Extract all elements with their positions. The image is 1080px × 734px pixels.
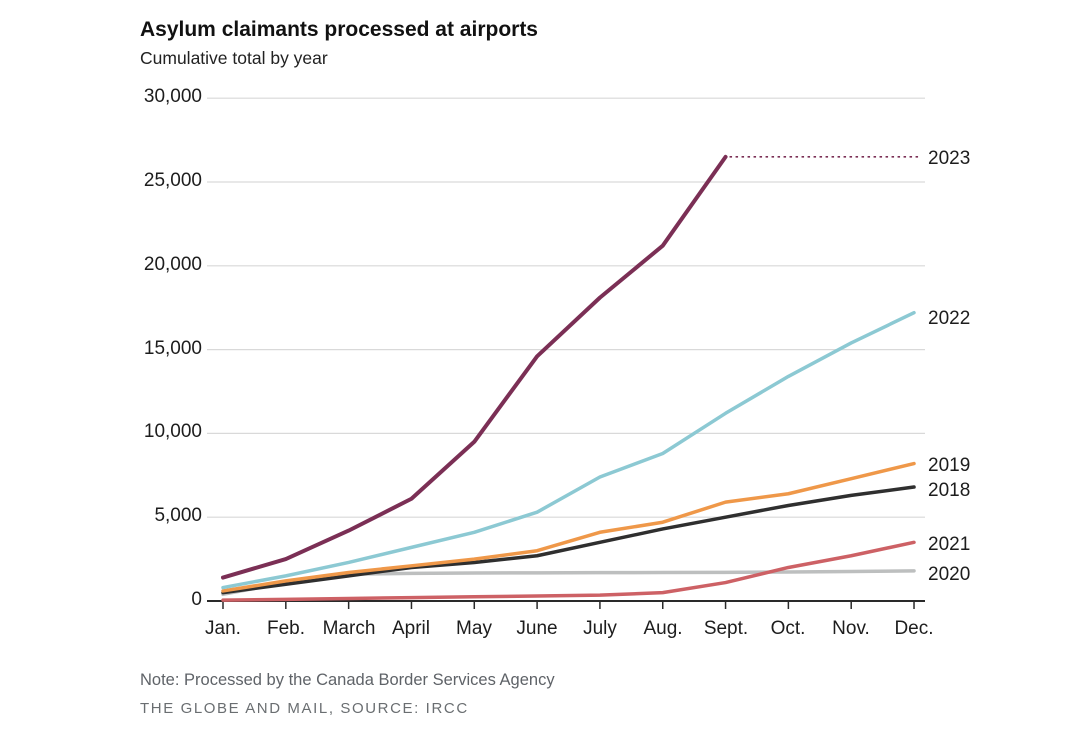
series-label-2021: 2021 (928, 534, 971, 555)
x-axis-tick: May (456, 618, 492, 639)
chart-credit: THE GLOBE AND MAIL, SOURCE: IRCC (140, 700, 469, 717)
line-series-2019 (221, 461, 916, 593)
series-label-2023: 2023 (928, 148, 971, 169)
line-series-2022 (221, 310, 916, 590)
line-series-2023 (221, 154, 728, 580)
chart-note: Note: Processed by the Canada Border Ser… (140, 671, 555, 689)
x-axis-tick: Oct. (770, 618, 806, 639)
y-axis-tick: 0 (191, 589, 202, 610)
y-axis-tick: 10,000 (143, 421, 202, 442)
y-axis-tick: 15,000 (143, 338, 202, 359)
chart-subtitle: Cumulative total by year (140, 48, 328, 68)
x-axis-tick: Dec. (894, 618, 934, 639)
x-axis-tick: April (391, 618, 430, 639)
series-label-2022: 2022 (928, 308, 971, 329)
y-axis-tick: 30,000 (143, 86, 202, 107)
series-label-2020: 2020 (928, 564, 971, 585)
line-series-2021 (221, 540, 916, 602)
chart-title: Asylum claimants processed at airports (140, 18, 538, 41)
series-label-2018: 2018 (928, 480, 971, 501)
y-axis-tick: 5,000 (154, 505, 202, 526)
series-label-2019: 2019 (928, 455, 971, 476)
x-axis-tick: Aug. (643, 618, 683, 639)
x-axis-tick: July (583, 618, 617, 639)
y-axis-tick: 25,000 (143, 170, 202, 191)
x-axis-tick: March (322, 618, 376, 639)
x-axis-tick: Nov. (832, 618, 870, 639)
y-axis-tick: 20,000 (143, 254, 202, 275)
x-axis-tick: Feb. (266, 618, 306, 639)
line-series-2018 (221, 485, 916, 595)
x-axis-tick: Sept. (703, 618, 749, 639)
x-axis-tick: June (516, 618, 558, 639)
x-axis-tick: Jan. (205, 618, 241, 639)
